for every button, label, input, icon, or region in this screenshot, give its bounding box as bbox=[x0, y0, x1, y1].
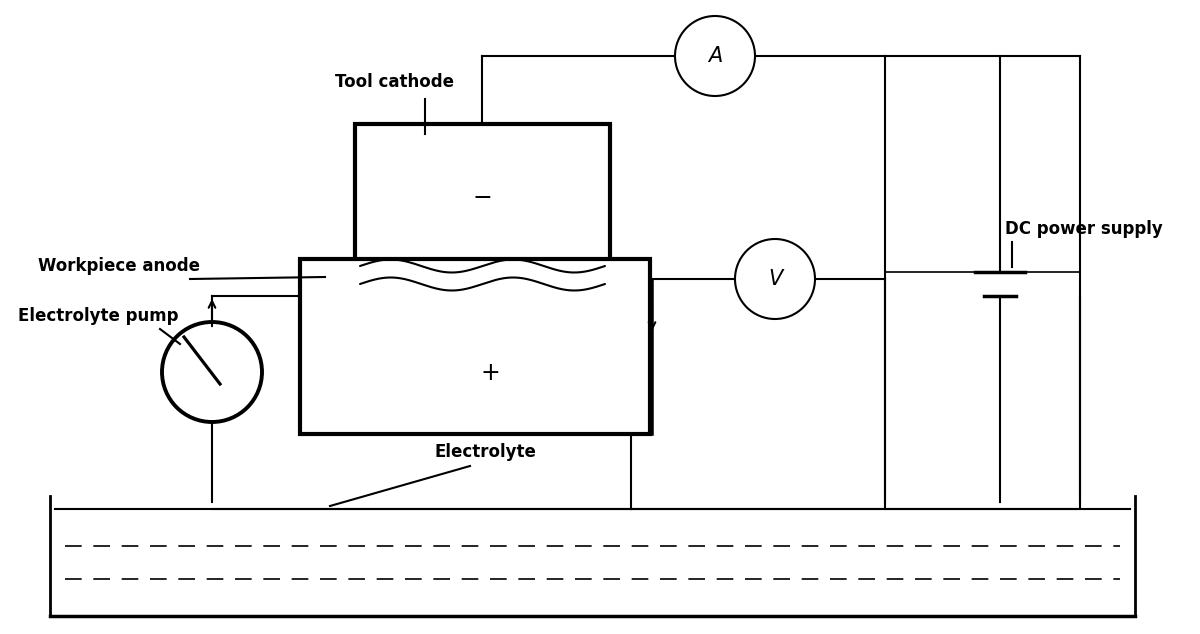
Circle shape bbox=[734, 239, 815, 319]
Text: −: − bbox=[473, 186, 492, 210]
Circle shape bbox=[674, 16, 755, 96]
Text: Workpiece anode: Workpiece anode bbox=[38, 257, 200, 275]
Text: Electrolyte: Electrolyte bbox=[434, 443, 536, 461]
Text: V: V bbox=[768, 269, 782, 289]
Text: DC power supply: DC power supply bbox=[1006, 220, 1163, 238]
Bar bbox=[610, 279, 652, 434]
Bar bbox=[300, 259, 650, 434]
Bar bbox=[355, 124, 610, 279]
Text: A: A bbox=[708, 46, 722, 66]
Circle shape bbox=[162, 322, 262, 422]
Text: Electrolyte pump: Electrolyte pump bbox=[18, 307, 179, 325]
Text: Tool cathode: Tool cathode bbox=[335, 73, 454, 91]
Text: +: + bbox=[480, 361, 500, 385]
